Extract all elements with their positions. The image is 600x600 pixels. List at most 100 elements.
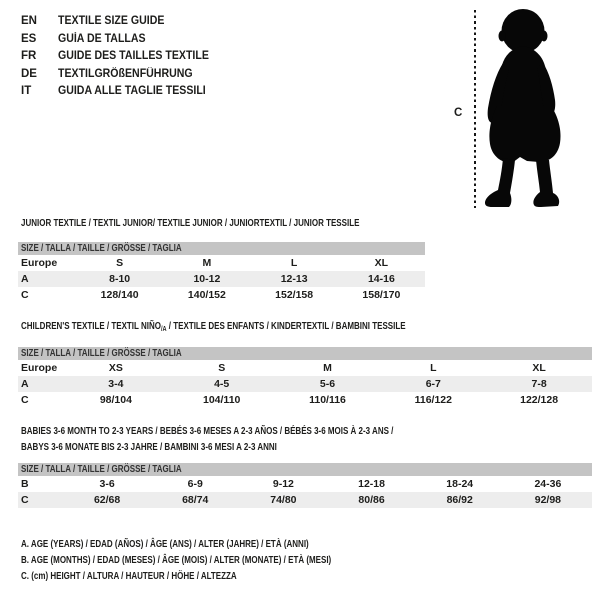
language-code: ES [21,32,37,45]
row-label-cell: C [21,394,29,406]
table-cell: 9-12 [272,478,294,490]
footnote-b: B. AGE (MONTHS) / EDAD (MESES) / ÂGE (MO… [21,553,409,569]
table-cell: 110/116 [309,394,346,406]
table-cell: M [202,257,212,269]
table-cell: 68/74 [182,494,209,506]
table-cell: 3-4 [108,378,124,390]
language-code: EN [21,15,37,27]
language-label: GUIDA ALLE TAGLIE TESSILI [58,85,206,97]
table-cell: 92/98 [534,494,562,506]
language-label: GUÍA DE TALLAS [58,32,146,45]
language-code: IT [21,85,32,97]
height-measure-dotted-line [474,10,476,208]
table-cell: 12-18 [358,478,385,490]
size-header-text: SIZE / TALLA / TAILLE / GRÖSSE / TAGLIA [21,348,182,359]
table-cell: 6-7 [425,378,441,390]
baby-figure: C [440,0,600,220]
size-header-row: SIZE / TALLA / TAILLE / GRÖSSE / TAGLIA [18,463,592,476]
table-cell: 152/158 [275,289,314,301]
babies-size-table: SIZE / TALLA / TAILLE / GRÖSSE / TAGLIA … [18,463,592,508]
table-cell: 104/110 [203,394,241,406]
size-header-bar: SIZE / TALLA / TAILLE / GRÖSSE / TAGLIA [18,242,425,255]
language-row-es: ES GUÍA DE TALLAS [21,31,222,49]
table-cell: 62/68 [93,494,121,506]
section-title-children: CHILDREN'S TEXTILE / TEXTIL NIÑO/A / TEX… [21,319,502,338]
section-title-babies-line1: BABIES 3-6 MONTH TO 2-3 YEARS / BEBÉS 3-… [21,426,394,437]
language-row-de: DE TEXTILGRÖßENFÜHRUNG [21,66,222,84]
table-cell: L [430,362,437,374]
title-part: CHILDREN'S TEXTILE / TEXTIL NIÑO [21,321,161,332]
table-cell: XL [532,362,546,374]
table-cell: L [290,257,298,269]
title-subscript: /A [160,326,167,333]
title-part: / TEXTILE DES ENFANTS / KINDERTEXTIL / B… [166,321,406,332]
children-size-table: SIZE / TALLA / TAILLE / GRÖSSE / TAGLIA … [18,347,592,408]
table-cell: 18-24 [446,478,474,490]
table-cell: S [116,257,124,269]
height-measure-label: C [454,107,463,119]
table-cell: XS [108,362,123,374]
language-label: TEXTILE SIZE GUIDE [58,15,165,27]
table-cell: 98/104 [99,394,132,406]
row-label-cell: A [21,378,29,390]
junior-size-table: SIZE / TALLA / TAILLE / GRÖSSE / TAGLIA … [18,242,425,303]
table-cell: 128/140 [100,289,139,301]
table-row: Europe XS S M L XL [18,360,592,376]
language-row-en: EN TEXTILE SIZE GUIDE [21,13,222,31]
section-title-junior-text: JUNIOR TEXTILE / TEXTIL JUNIOR/ TEXTILE … [21,218,360,229]
section-title-children-text: CHILDREN'S TEXTILE / TEXTIL NIÑO/A / TEX… [21,319,406,338]
table-cell: 5-6 [319,378,336,390]
table-row: C 62/68 68/74 74/80 80/86 86/92 92/98 [18,492,592,508]
language-list: EN TEXTILE SIZE GUIDE ES GUÍA DE TALLAS … [21,13,222,101]
footnote-b-text: B. AGE (MONTHS) / EDAD (MESES) / ÂGE (MO… [21,555,332,566]
table-cell: 24-36 [534,478,562,490]
table-row: B 3-6 6-9 9-12 12-18 18-24 24-36 [18,476,592,492]
row-label-cell: C [21,289,29,301]
section-title-junior: JUNIOR TEXTILE / TEXTIL JUNIOR/ TEXTILE … [21,216,444,232]
size-header-text: SIZE / TALLA / TAILLE / GRÖSSE / TAGLIA [21,464,182,475]
size-header-bar: SIZE / TALLA / TAILLE / GRÖSSE / TAGLIA [18,347,592,360]
table-cell: 80/86 [358,494,385,506]
table-row: A 3-4 4-5 5-6 6-7 7-8 [18,376,592,392]
table-cell: 7-8 [531,378,547,390]
language-label: TEXTILGRÖßENFÜHRUNG [58,67,193,80]
table-row: C 98/104 104/110 110/116 116/122 122/128 [18,392,592,408]
row-label-cell: Europe [21,362,58,374]
table-cell: 86/92 [446,494,473,506]
table-cell: 140/152 [187,289,226,301]
language-row-it: IT GUIDA ALLE TAGLIE TESSILI [21,83,222,101]
table-cell: 74/80 [270,494,297,506]
row-label-cell: C [21,494,29,506]
size-header-text: SIZE / TALLA / TAILLE / GRÖSSE / TAGLIA [21,243,182,254]
table-cell: M [323,362,332,374]
table-cell: 4-5 [214,378,230,390]
table-row: A 8-10 10-12 12-13 14-16 [18,271,425,287]
size-header-row: SIZE / TALLA / TAILLE / GRÖSSE / TAGLIA [18,347,592,360]
table-cell: 116/122 [414,394,452,406]
table-cell: 8-10 [109,273,131,285]
footnote-c: C. (cm) HEIGHT / ALTURA / HAUTEUR / HÖHE… [21,569,409,585]
table-row: Europe S M L XL [18,255,425,271]
size-header-row: SIZE / TALLA / TAILLE / GRÖSSE / TAGLIA [18,242,425,255]
footnote-a: A. AGE (YEARS) / EDAD (AÑOS) / ÂGE (ANS)… [21,537,409,553]
footnotes: A. AGE (YEARS) / EDAD (AÑOS) / ÂGE (ANS)… [21,537,409,585]
footnote-c-text: C. (cm) HEIGHT / ALTURA / HAUTEUR / HÖHE… [21,571,237,582]
section-title-babies-line2: BABYS 3-6 MONATE BIS 2-3 JAHRE / BAMBINI… [21,442,277,453]
section-title-babies: BABIES 3-6 MONTH TO 2-3 YEARS / BEBÉS 3-… [21,424,486,456]
table-row: C 128/140 140/152 152/158 158/170 [18,287,425,303]
language-label: GUIDE DES TAILLES TEXTILE [58,50,209,62]
table-cell: S [218,362,226,374]
table-cell: 12-13 [280,273,308,285]
footnote-a-text: A. AGE (YEARS) / EDAD (AÑOS) / ÂGE (ANS)… [21,539,309,550]
table-cell: 14-16 [367,273,395,285]
size-header-bar: SIZE / TALLA / TAILLE / GRÖSSE / TAGLIA [18,463,592,476]
language-code: FR [21,50,37,62]
table-cell: 3-6 [99,478,115,490]
table-cell: 158/170 [362,289,401,301]
table-cell: 10-12 [193,273,221,285]
language-row-fr: FR GUIDE DES TAILLES TEXTILE [21,48,222,66]
table-cell: 122/128 [520,394,559,406]
row-label-cell: Europe [21,257,58,269]
table-cell: 6-9 [187,478,203,490]
